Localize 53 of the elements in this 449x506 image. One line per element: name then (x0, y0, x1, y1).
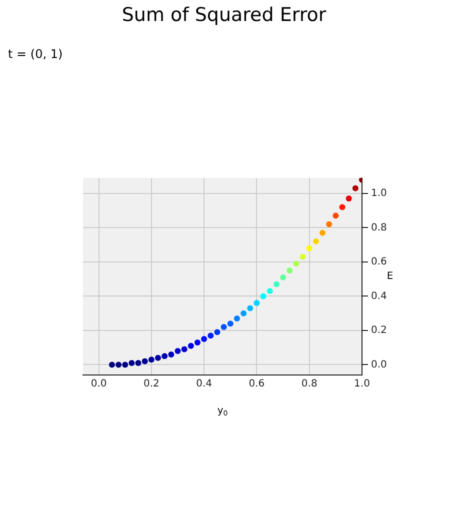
y-tick-label: 1.0 (371, 188, 387, 200)
point (300, 254, 306, 260)
point (122, 362, 128, 368)
point (293, 260, 300, 267)
point (201, 336, 208, 342)
point (339, 204, 346, 210)
point (326, 221, 332, 228)
point (181, 346, 188, 352)
point (273, 281, 280, 288)
point (148, 356, 154, 363)
x-tick-label: 0.8 (301, 378, 318, 390)
point (162, 353, 168, 360)
x-tick-label: 0.0 (90, 378, 107, 390)
point (240, 310, 247, 316)
x-tick-label: 0.4 (196, 378, 212, 390)
point (352, 185, 358, 192)
x-tick-label: 1.0 (354, 378, 370, 390)
x-tick-label: 0.6 (248, 378, 265, 390)
point (208, 332, 214, 339)
y-tick-label: 0.0 (371, 359, 387, 370)
point (135, 360, 142, 366)
point (320, 230, 326, 236)
y-tick-label: 0.8 (371, 222, 387, 234)
point (227, 320, 234, 327)
x-tick-label: 0.2 (143, 378, 160, 390)
point (332, 212, 339, 219)
chart-title: Sum of Squared Error (122, 4, 326, 26)
y-tick-label: 0.2 (371, 325, 387, 336)
point (260, 293, 266, 300)
point (168, 351, 174, 358)
point (280, 274, 286, 280)
point (247, 305, 254, 312)
point (128, 360, 135, 366)
point (346, 196, 352, 202)
point (174, 348, 181, 354)
point (312, 238, 319, 244)
point (306, 245, 312, 252)
point (194, 339, 200, 346)
point (286, 268, 293, 274)
point (108, 362, 115, 368)
point (214, 329, 220, 336)
point (266, 288, 273, 294)
point (220, 324, 227, 330)
point (155, 354, 162, 361)
y-tick-label: 0.4 (371, 290, 387, 302)
point (142, 358, 148, 364)
y-tick-label: 0.6 (371, 256, 387, 268)
y-axis-title: E (386, 271, 394, 282)
text: t = (0, 1) (8, 47, 63, 62)
point (234, 315, 240, 322)
point (254, 300, 260, 306)
point (188, 342, 194, 349)
point (116, 362, 122, 368)
